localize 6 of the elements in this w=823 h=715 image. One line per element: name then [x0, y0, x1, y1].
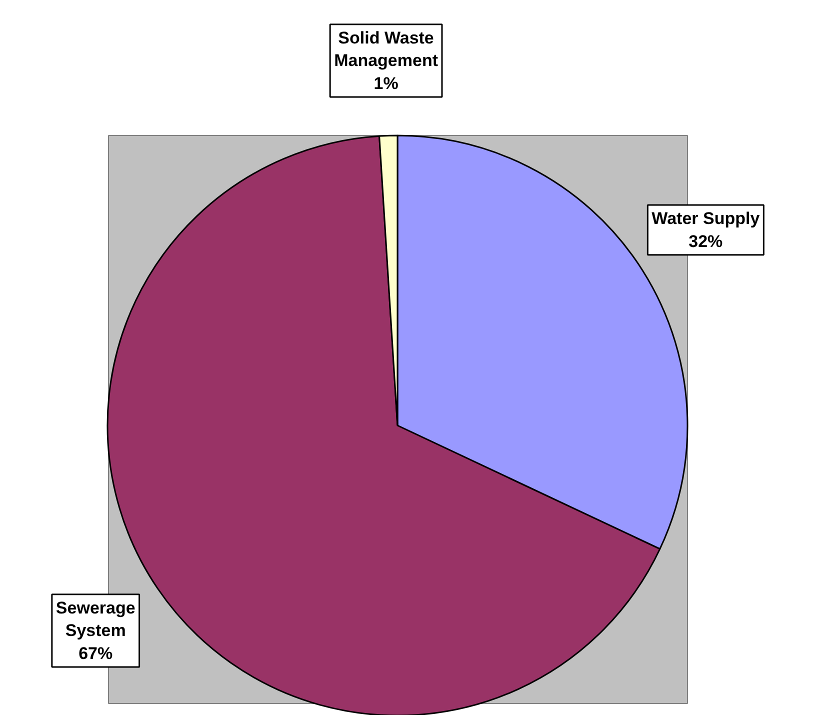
data-label: 32% — [688, 232, 723, 251]
data-label: 1% — [374, 74, 398, 93]
slice-label: Solid Waste Management — [334, 28, 438, 70]
slice-label: Water Supply — [652, 209, 760, 228]
data-label: 67% — [78, 644, 113, 663]
slice-label: Sewerage System — [56, 598, 136, 640]
